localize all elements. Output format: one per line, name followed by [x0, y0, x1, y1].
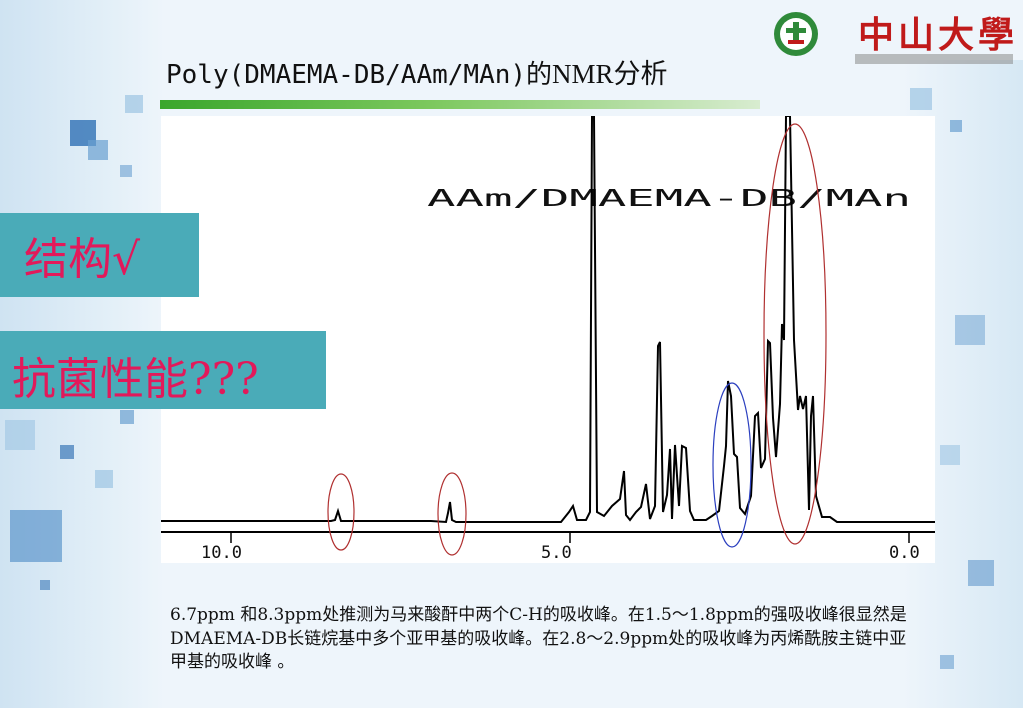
tick-label: 0.0 — [889, 543, 920, 563]
tick-label: 5.0 — [541, 543, 572, 563]
structure-callout: 结构√ — [0, 213, 199, 297]
page-title: Poly(DMAEMA-DB/AAm/MAn)的NMR分析 — [166, 52, 668, 91]
caption-text: 6.7ppm 和8.3ppm处推测为马来酸酐中两个C-H的吸收峰。在1.5～1.… — [170, 605, 907, 672]
spectrum-trace — [161, 116, 935, 524]
university-emblem-icon — [774, 12, 818, 56]
title-underline-bar — [160, 100, 760, 109]
title-nmr: NMR分析 — [552, 59, 668, 89]
university-english-name-graphic — [855, 54, 1013, 64]
antibacterial-callout: 抗菌性能??? — [0, 331, 326, 409]
annotation-ellipse-6.7ppm — [437, 472, 467, 556]
spectrum-label: AAm/DMAEMA-DB/MAn — [427, 186, 911, 212]
university-logo-text: 中山大學 — [858, 14, 1019, 56]
annotation-ellipse-2.8ppm — [712, 382, 752, 548]
annotation-ellipse-8.3ppm — [327, 473, 355, 551]
title-prefix: Poly(DMAEMA-DB/AAm/MAn)的 — [166, 60, 553, 90]
tick-label: 10.0 — [201, 543, 242, 563]
annotation-ellipse-1.5-1.8ppm — [763, 123, 827, 545]
antibacterial-callout-text: 抗菌性能??? — [12, 354, 259, 405]
structure-callout-text: 结构√ — [24, 234, 141, 285]
